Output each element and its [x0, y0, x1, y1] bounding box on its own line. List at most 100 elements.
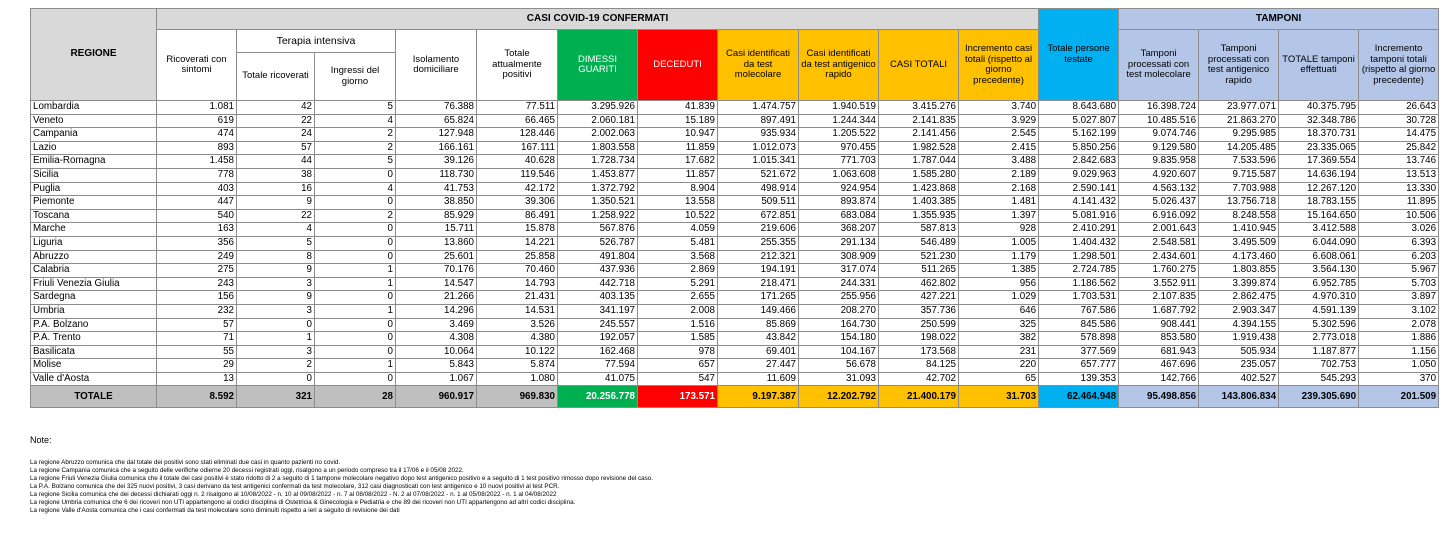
cell: 21.266 — [395, 290, 477, 305]
table-header: REGIONE CASI COVID-19 CONFERMATI Totale pe… — [30, 8, 1440, 101]
cell: 0 — [314, 331, 396, 346]
cell: 462.802 — [878, 276, 959, 292]
cell: 6.916.092 — [1118, 208, 1200, 224]
cell: 14.221 — [476, 235, 558, 251]
cell: 368.207 — [798, 222, 879, 237]
cell: 6.393 — [1358, 235, 1440, 251]
total-cell: 21.400.179 — [878, 385, 959, 409]
cell: 3 — [236, 303, 315, 319]
cell: 235.057 — [1198, 358, 1280, 373]
cell: 1.919.438 — [1198, 331, 1280, 346]
cell: 970.455 — [798, 140, 879, 156]
cell: 5 — [314, 154, 396, 169]
cell: 30.728 — [1358, 113, 1440, 129]
total-label: TOTALE — [30, 385, 157, 409]
cell: 521.672 — [717, 167, 799, 183]
cell: 3.740 — [957, 100, 1040, 115]
cell: 3.102 — [1358, 303, 1440, 319]
cell: 9.835.958 — [1118, 154, 1200, 169]
total-cell: 239.305.690 — [1278, 385, 1360, 409]
cell: 26.643 — [1358, 100, 1440, 115]
region-name: Campania — [30, 127, 157, 142]
cell: 14.205.485 — [1198, 140, 1280, 156]
total-cell: 31.703 — [957, 385, 1040, 409]
cell: 402.527 — [1198, 371, 1280, 387]
cell: 672.851 — [717, 208, 799, 224]
cell: 5.291 — [637, 276, 718, 292]
cell: 845.586 — [1038, 317, 1120, 333]
region-row: Marche 163 4 0 15.711 15.878 567.876 4.059 219.6… — [30, 222, 1440, 237]
cell: 4.308 — [395, 331, 477, 346]
cell: 1.081 — [156, 100, 237, 115]
note-line: La regione Sicilia comunica che dei dece… — [30, 491, 557, 498]
region-name: Friuli Venezia Giulia — [30, 276, 157, 292]
cell: 5.850.256 — [1038, 140, 1120, 156]
region-name: Toscana — [30, 208, 157, 224]
cell: 1.179 — [957, 249, 1040, 265]
cell: 38 — [236, 167, 315, 183]
cell: 10.485.516 — [1118, 113, 1200, 129]
cell: 370 — [1358, 371, 1440, 387]
total-cell: 20.256.778 — [557, 385, 638, 409]
cell: 231 — [957, 344, 1040, 360]
cell: 1 — [236, 331, 315, 346]
cell: 1.474.757 — [717, 100, 799, 115]
region-row: Basilicata 55 3 0 10.064 10.122 162.468 978 69.4… — [30, 344, 1440, 360]
cell: 1.063.608 — [798, 167, 879, 183]
region-row: Emilia-Romagna 1.458 44 5 39.126 40.628 1.728.… — [30, 154, 1440, 169]
cell: 22 — [236, 113, 315, 129]
cell: 498.914 — [717, 181, 799, 197]
cell: 208.270 — [798, 303, 879, 319]
column-header: CASI TOTALI — [878, 29, 959, 101]
cell: 657 — [637, 358, 718, 373]
cell: 70.460 — [476, 263, 558, 278]
total-cell: 173.571 — [637, 385, 718, 409]
cell: 9.715.587 — [1198, 167, 1280, 183]
cell: 1.372.792 — [557, 181, 638, 197]
cell: 13.756.718 — [1198, 195, 1280, 210]
cell: 5.481 — [637, 235, 718, 251]
cell: 2.415 — [957, 140, 1040, 156]
cell: 3.929 — [957, 113, 1040, 129]
total-cell: 969.830 — [476, 385, 558, 409]
column-header: Incremento casi totali (rispetto al gior… — [957, 29, 1040, 101]
cell: 163 — [156, 222, 237, 237]
cell: 18.783.155 — [1278, 195, 1360, 210]
cell: 1.481 — [957, 195, 1040, 210]
region-row: P.A. Trento 71 1 0 4.308 4.380 192.057 1.585 43.… — [30, 331, 1440, 346]
region-row: Puglia 403 16 4 41.753 42.172 1.372.792 8.904 49… — [30, 181, 1440, 197]
total-cell: 95.498.856 — [1118, 385, 1200, 409]
cell: 219.606 — [717, 222, 799, 237]
cell: 0 — [314, 222, 396, 237]
cell: 3.897 — [1358, 290, 1440, 305]
cell: 403.135 — [557, 290, 638, 305]
cell: 84.125 — [878, 358, 959, 373]
cell: 23.977.071 — [1198, 100, 1280, 115]
cell: 2 — [236, 358, 315, 373]
cell: 40.628 — [476, 154, 558, 169]
cell: 578.898 — [1038, 331, 1120, 346]
cell: 935.934 — [717, 127, 799, 142]
cell: 162.468 — [557, 344, 638, 360]
cell: 10.506 — [1358, 208, 1440, 224]
cell: 681.943 — [1118, 344, 1200, 360]
cell: 5.703 — [1358, 276, 1440, 292]
cell: 57 — [156, 317, 237, 333]
cell: 3.412.588 — [1278, 222, 1360, 237]
column-header: Ricoverati con sintomi — [156, 29, 237, 101]
cell: 0 — [314, 344, 396, 360]
cell: 4.059 — [637, 222, 718, 237]
cell: 0 — [314, 235, 396, 251]
cell: 4.591.139 — [1278, 303, 1360, 319]
cell: 171.265 — [717, 290, 799, 305]
cell: 2.545 — [957, 127, 1040, 142]
cell: 9.129.580 — [1118, 140, 1200, 156]
region-name: Veneto — [30, 113, 157, 129]
cell: 9.074.746 — [1118, 127, 1200, 142]
region-row: Valle d'Aosta 13 0 0 1.067 1.080 41.075 547 11.6… — [30, 371, 1440, 387]
cell: 4 — [314, 113, 396, 129]
cell: 5.026.437 — [1118, 195, 1200, 210]
tamponi-group-header: TAMPONI — [1118, 8, 1440, 30]
cell: 1.585 — [637, 331, 718, 346]
cell: 56.678 — [798, 358, 879, 373]
